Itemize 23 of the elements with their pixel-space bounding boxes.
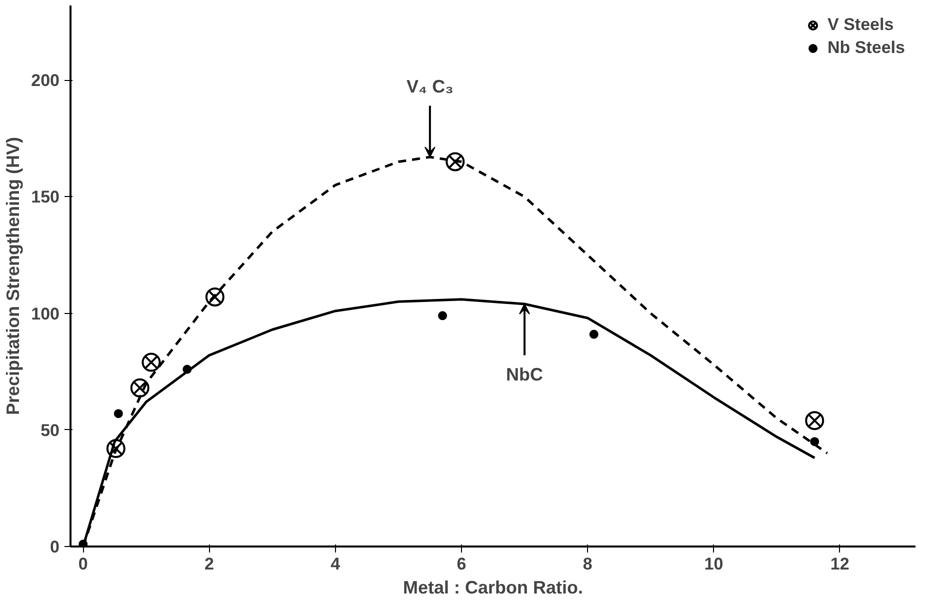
point <box>438 311 448 320</box>
x-tick-label: 2 <box>204 554 214 574</box>
point <box>805 411 824 430</box>
point <box>810 437 820 446</box>
x-axis-title: Metal : Carbon Ratio. <box>402 578 584 598</box>
y-tick-label: 0 <box>50 538 60 556</box>
legend-label: Nb Steels <box>828 38 905 58</box>
annotation: NbC <box>506 364 544 385</box>
y-tick-label: 50 <box>40 420 60 440</box>
x-tick-label: 6 <box>456 554 466 574</box>
y-tick-label: 150 <box>31 188 60 207</box>
annotation: V₄ C₃ <box>406 76 454 96</box>
point <box>114 409 123 418</box>
y-axis-title: Precipitation Strengthening (HV) <box>3 136 24 416</box>
x-tick-label: 8 <box>582 554 592 574</box>
point <box>589 330 598 339</box>
legend-label: V Steels <box>828 15 894 35</box>
x-tick-label: 10 <box>704 554 724 574</box>
x-tick-label: 0 <box>78 554 88 574</box>
y-tick-label: 100 <box>31 304 60 324</box>
x-tick-label: 4 <box>330 554 341 574</box>
x-tick-label: 12 <box>830 554 850 574</box>
y-tick-label: 200 <box>31 71 60 90</box>
